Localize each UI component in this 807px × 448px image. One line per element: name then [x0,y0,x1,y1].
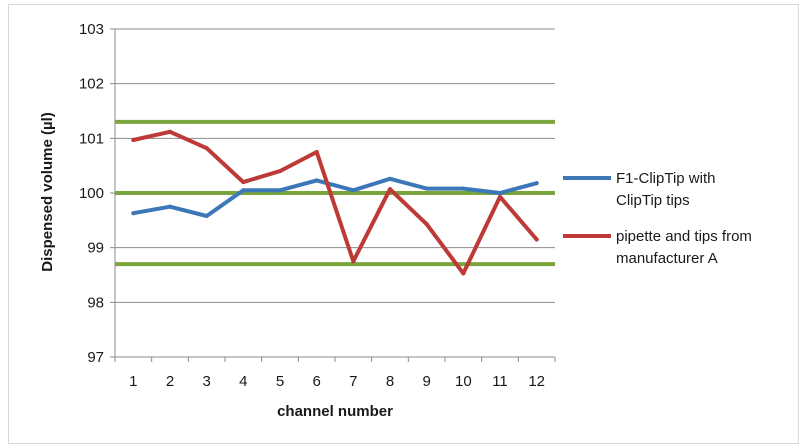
chart-frame [8,4,799,444]
data-point [278,188,282,193]
x-tick-label: 10 [455,373,472,390]
data-point [534,181,539,186]
data-point [534,237,539,242]
legend-label: pipette and tips from [616,228,752,245]
series-line-2 [131,129,539,276]
data-point [314,150,319,154]
data-point [461,186,466,191]
data-point [131,211,136,216]
data-point [314,178,319,183]
y-tick-label: 103 [79,21,104,38]
data-point [204,146,209,151]
y-tick-label: 97 [87,349,104,366]
data-point [498,194,502,199]
data-point [461,271,466,276]
data-point [351,188,356,193]
y-axis-title: Dispensed volume (µl) [39,112,56,272]
x-tick-label: 5 [276,373,284,390]
data-point [498,191,502,195]
y-tick-label: 102 [79,76,104,93]
y-tick-label: 99 [87,240,104,257]
x-tick-label: 9 [422,373,430,390]
x-tick-label: 2 [166,373,174,390]
data-point [168,204,172,209]
x-tick-label: 12 [528,373,545,390]
gridlines [115,28,555,303]
reference-lines [115,119,555,267]
data-point [424,186,429,191]
data-point [241,180,246,185]
x-tick-label: 6 [312,373,320,390]
x-tick-label: 7 [349,373,357,390]
data-point [351,259,356,264]
data-point [241,188,246,193]
data-point [388,187,392,192]
data-point [278,169,282,174]
series-line-1 [131,176,539,218]
data-point [388,176,392,181]
legend-label: manufacturer A [616,250,718,267]
x-tick-label: 1 [129,373,137,390]
data-point [204,213,209,218]
data-series [131,129,539,276]
data-point [168,129,172,134]
x-axis-title: channel number [277,403,393,420]
x-tick-label: 4 [239,373,247,390]
x-tick-label: 8 [386,373,394,390]
x-tick-label: 11 [492,373,508,390]
y-tick-label: 100 [79,185,104,202]
x-tick-label: 3 [202,373,210,390]
y-tick-label: 98 [87,294,104,311]
legend: F1-ClipTip with ClipTip tips pipette and t… [563,170,752,267]
y-tick-label: 101 [79,130,104,147]
data-point [131,137,136,142]
data-point [424,222,429,227]
legend-label: ClipTip tips [616,192,690,209]
legend-label: F1-ClipTip with [616,170,715,187]
